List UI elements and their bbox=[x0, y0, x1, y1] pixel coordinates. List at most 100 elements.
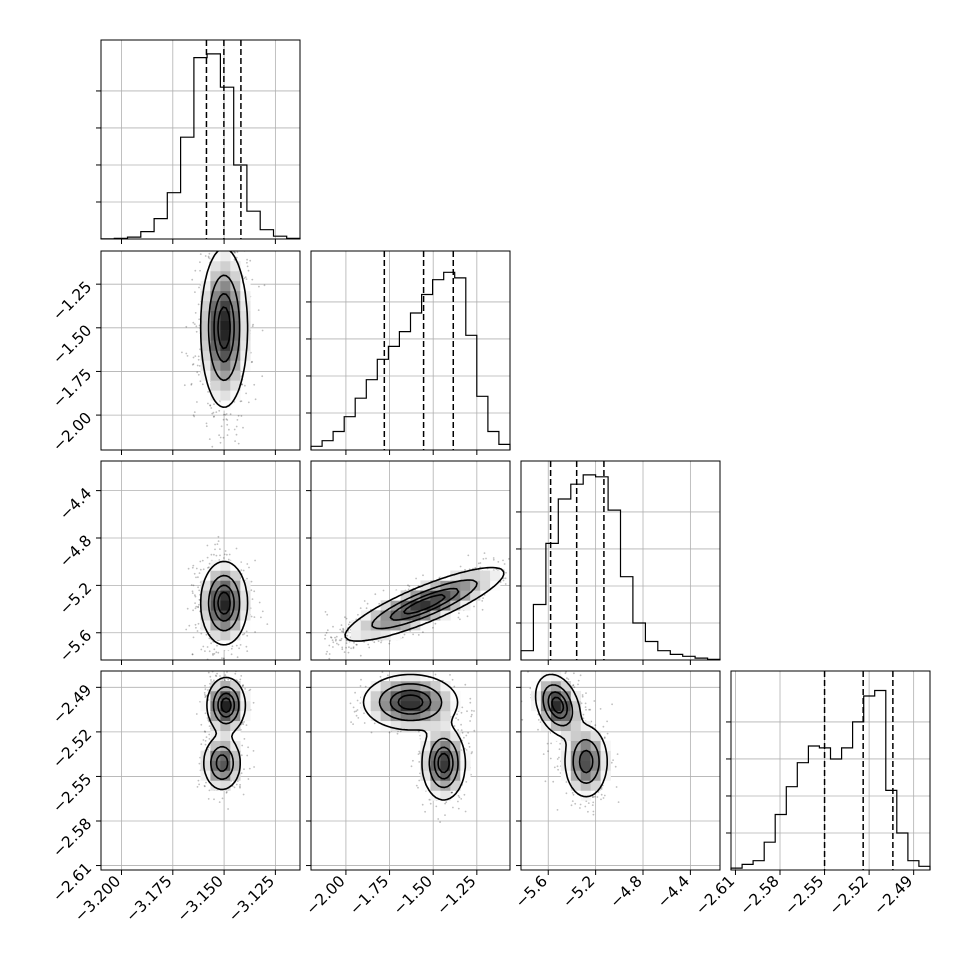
sample-point bbox=[190, 584, 193, 586]
histogram-step-3 bbox=[730, 689, 931, 870]
sample-point bbox=[341, 648, 344, 651]
contour-level-3 bbox=[217, 306, 231, 350]
density-cell bbox=[440, 600, 451, 611]
sample-point bbox=[239, 785, 241, 788]
density-cell bbox=[210, 320, 221, 331]
sample-point bbox=[204, 696, 207, 698]
density-cell bbox=[420, 740, 431, 751]
density-cell bbox=[440, 790, 451, 801]
sample-point bbox=[199, 348, 201, 351]
sample-point bbox=[225, 413, 228, 415]
sample-point bbox=[417, 634, 420, 636]
sample-point bbox=[356, 699, 359, 702]
sample-point bbox=[202, 568, 205, 571]
sample-point bbox=[213, 403, 215, 406]
sample-point bbox=[195, 247, 197, 249]
sample-point bbox=[350, 647, 352, 650]
sample-point bbox=[429, 802, 432, 805]
sample-point bbox=[412, 759, 414, 762]
density-cell bbox=[210, 740, 221, 751]
sample-point bbox=[238, 647, 241, 650]
sample-point bbox=[260, 616, 262, 619]
density-cell bbox=[220, 630, 231, 641]
sample-point bbox=[325, 631, 328, 634]
sample-point bbox=[219, 554, 221, 557]
sample-point bbox=[502, 577, 505, 580]
sample-point bbox=[363, 600, 366, 602]
sample-point bbox=[208, 566, 210, 569]
sample-point bbox=[387, 674, 389, 677]
sample-point bbox=[261, 610, 264, 613]
sample-point bbox=[434, 622, 437, 625]
sample-point bbox=[198, 783, 201, 786]
sample-point bbox=[473, 605, 475, 608]
sample-point bbox=[215, 651, 218, 654]
sample-point bbox=[210, 233, 212, 235]
density-cell bbox=[380, 630, 391, 641]
sample-point bbox=[492, 558, 495, 561]
density-cell bbox=[220, 251, 231, 262]
sample-point bbox=[204, 740, 207, 742]
density-cell bbox=[230, 630, 241, 641]
sample-point bbox=[334, 636, 336, 639]
sample-point bbox=[345, 617, 348, 620]
sample-point bbox=[194, 623, 197, 626]
sample-point bbox=[191, 592, 194, 594]
sample-point bbox=[210, 679, 212, 681]
contour-level-2 bbox=[389, 689, 454, 780]
sample-point bbox=[355, 714, 358, 717]
sample-point bbox=[228, 428, 230, 431]
sample-point bbox=[341, 646, 344, 649]
density-cell bbox=[440, 580, 451, 591]
sample-point bbox=[237, 414, 240, 417]
density-cell bbox=[430, 690, 441, 702]
sample-point bbox=[418, 761, 421, 763]
sample-point bbox=[195, 567, 198, 570]
sample-point bbox=[208, 720, 210, 723]
sample-point bbox=[204, 743, 207, 746]
sample-point bbox=[456, 713, 458, 716]
panel-frame bbox=[310, 250, 511, 451]
sample-point bbox=[209, 404, 212, 407]
density-cell bbox=[400, 700, 411, 712]
sample-point bbox=[352, 646, 355, 648]
sample-point bbox=[357, 613, 359, 616]
density-cell bbox=[210, 700, 221, 712]
sample-point bbox=[210, 553, 213, 556]
sample-point bbox=[424, 810, 426, 813]
sample-point bbox=[225, 791, 228, 793]
sample-point bbox=[199, 380, 202, 383]
sample-point bbox=[457, 729, 459, 731]
sample-point bbox=[541, 556, 543, 558]
sample-point bbox=[328, 644, 331, 647]
sample-point bbox=[449, 674, 451, 676]
density-panel-1-3 bbox=[311, 671, 510, 870]
density-cell bbox=[210, 390, 221, 401]
sample-point bbox=[228, 229, 230, 231]
sample-point bbox=[198, 598, 201, 601]
density-cell bbox=[240, 710, 251, 722]
sample-point bbox=[212, 653, 214, 655]
sample-point bbox=[243, 768, 245, 771]
sample-point bbox=[198, 589, 201, 592]
density-cell bbox=[210, 251, 221, 262]
sample-point bbox=[200, 632, 203, 635]
density-cell bbox=[230, 610, 241, 621]
sample-point bbox=[242, 569, 245, 572]
density-cell bbox=[400, 610, 411, 621]
sample-point bbox=[235, 783, 238, 786]
sample-point bbox=[563, 562, 565, 564]
sample-point bbox=[219, 247, 221, 249]
density-cell bbox=[210, 610, 221, 621]
density-cell bbox=[200, 300, 211, 312]
sample-point bbox=[214, 548, 216, 551]
sample-point bbox=[253, 766, 256, 768]
sample-point bbox=[364, 685, 367, 688]
density-cell bbox=[450, 750, 461, 761]
sample-point bbox=[222, 657, 225, 660]
sample-point bbox=[205, 736, 208, 738]
sample-point bbox=[452, 806, 454, 809]
sample-point bbox=[222, 248, 224, 250]
sample-point bbox=[537, 555, 539, 557]
density-cell bbox=[220, 760, 231, 771]
